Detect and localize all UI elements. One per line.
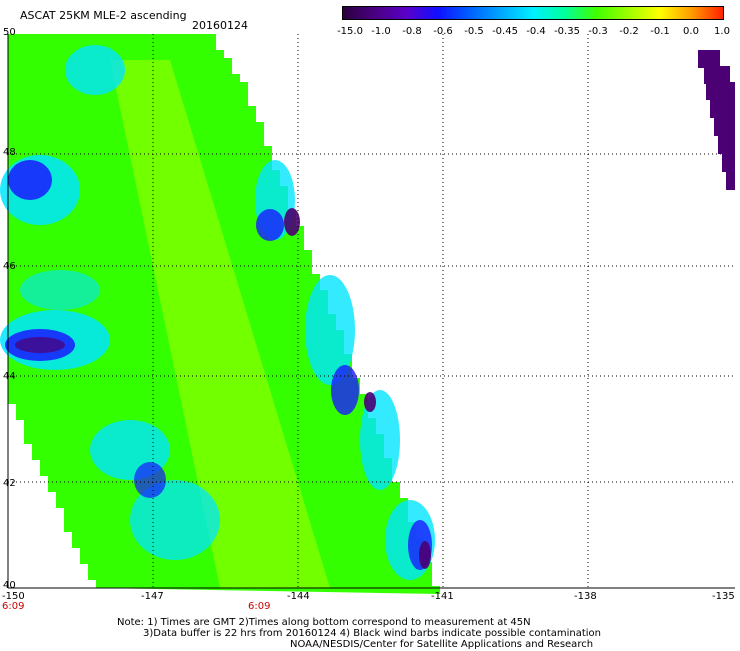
color-scale-label: -0.45 <box>492 26 518 37</box>
cyan-patch <box>360 390 400 490</box>
secondary-swath-strip <box>698 50 735 190</box>
footer-note-2: 3)Data buffer is 22 hrs from 20160124 4)… <box>143 628 601 639</box>
color-scale-label: -0.3 <box>588 26 608 37</box>
lon-label-147: -147 <box>141 591 164 602</box>
color-scale-label: -0.1 <box>650 26 670 37</box>
time-label-left: 6:09 <box>2 601 25 612</box>
blue-patch <box>134 462 166 498</box>
cyan-patch <box>65 45 125 95</box>
right-swath-cell <box>706 82 735 100</box>
right-swath-cell <box>722 154 735 172</box>
color-scale-label: 0.0 <box>683 26 699 37</box>
color-scale-label: -15.0 <box>337 26 363 37</box>
footer-note-1: Note: 1) Times are GMT 2)Times along bot… <box>117 617 531 628</box>
time-label-center: 6:09 <box>248 601 271 612</box>
color-scale-label: -0.35 <box>554 26 580 37</box>
lat-label-40: 40 <box>3 580 16 591</box>
map-title: ASCAT 25KM MLE-2 ascending <box>20 9 187 22</box>
lat-label-48: 48 <box>3 147 16 158</box>
lon-label-150: -150 <box>2 591 25 602</box>
purple-patch <box>364 392 376 412</box>
right-swath-cell <box>704 66 730 84</box>
right-swath-cell <box>714 118 735 136</box>
color-scale-label: -0.2 <box>619 26 639 37</box>
color-scale-label: -1.0 <box>371 26 391 37</box>
right-swath-cell <box>710 100 735 118</box>
purple-patch <box>15 337 65 353</box>
lat-label-42: 42 <box>3 478 16 489</box>
purple-patch <box>284 208 300 236</box>
map-date: 20160124 <box>192 19 248 32</box>
cyan-patch <box>130 480 220 560</box>
color-scale-label: 1.0 <box>714 26 730 37</box>
lon-label-135: -135 <box>712 591 735 602</box>
color-scale-label: -0.4 <box>526 26 546 37</box>
lat-label-50: 50 <box>3 27 16 38</box>
cyan-patch <box>20 270 100 310</box>
right-swath-cell <box>726 172 735 190</box>
mle-swath <box>8 28 440 594</box>
lat-lon-grid <box>8 34 735 588</box>
lon-label-141: -141 <box>431 591 454 602</box>
color-scale-bar <box>342 6 724 20</box>
lat-label-46: 46 <box>3 261 16 272</box>
purple-patch <box>419 541 431 569</box>
lat-label-44: 44 <box>3 371 16 382</box>
right-swath-cell <box>718 136 735 154</box>
mle-anomalies <box>0 45 435 580</box>
color-scale-label: -0.6 <box>433 26 453 37</box>
blue-patch <box>331 365 359 415</box>
swath-center-band <box>110 60 330 588</box>
blue-patch <box>256 209 284 241</box>
color-scale-label: -0.8 <box>402 26 422 37</box>
cyan-patch <box>305 275 355 385</box>
right-swath-cell <box>698 50 720 68</box>
color-scale-label: -0.5 <box>464 26 484 37</box>
blue-patch <box>8 160 52 200</box>
footer-credit: NOAA/NESDIS/Center for Satellite Applica… <box>290 639 594 650</box>
lon-label-138: -138 <box>574 591 597 602</box>
lon-label-144: -144 <box>287 591 310 602</box>
